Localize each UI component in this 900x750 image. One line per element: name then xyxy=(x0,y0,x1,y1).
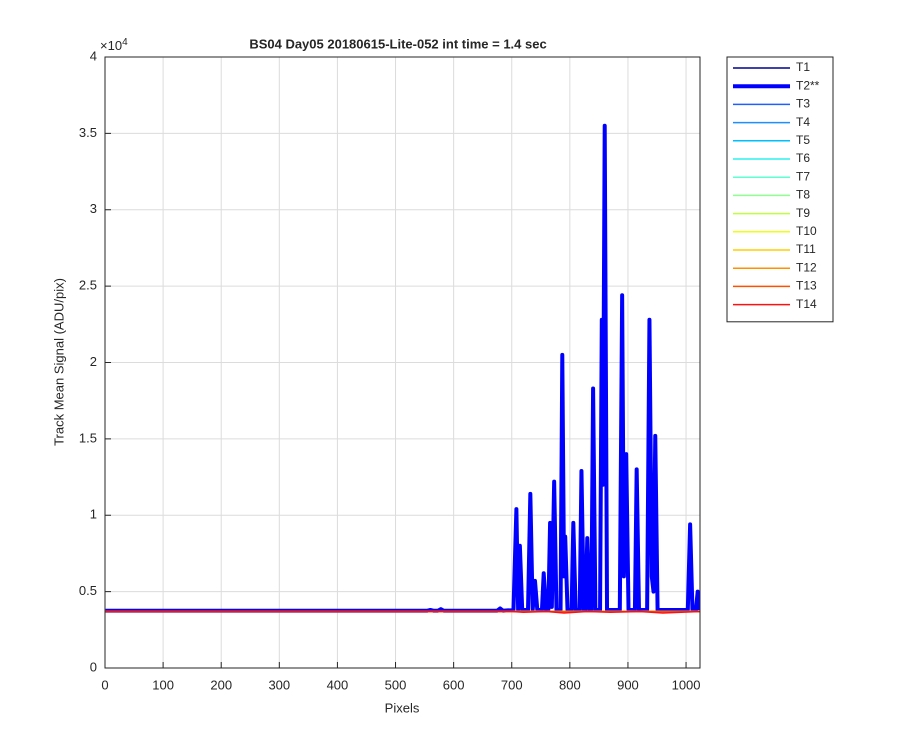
x-tick-label: 500 xyxy=(385,677,407,692)
x-tick-label: 0 xyxy=(101,677,108,692)
y-tick-label: 1 xyxy=(90,507,97,522)
y-tick-label: 2 xyxy=(90,354,97,369)
y-tick-label: 1.5 xyxy=(79,430,97,445)
x-tick-label: 400 xyxy=(327,677,349,692)
y-tick-label: 0 xyxy=(90,659,97,674)
legend-label: T13 xyxy=(796,279,817,293)
legend-box xyxy=(726,56,834,323)
x-tick-label: 800 xyxy=(559,677,581,692)
y-tick-label: 3 xyxy=(90,201,97,216)
y-tick-label: 2.5 xyxy=(79,278,97,293)
legend-label: T10 xyxy=(796,224,817,238)
legend-label: T6 xyxy=(796,151,810,165)
y-tick-label: 0.5 xyxy=(79,583,97,598)
legend-label: T11 xyxy=(796,242,816,256)
legend-label: T2** xyxy=(796,78,820,92)
y-tick-label: 3.5 xyxy=(79,125,97,140)
x-axis-label: Pixels xyxy=(385,700,420,715)
legend-label: T12 xyxy=(796,260,817,274)
series-line xyxy=(105,610,700,614)
x-tick-label: 1000 xyxy=(672,677,701,692)
legend-label: T8 xyxy=(796,188,810,202)
legend-label: T5 xyxy=(796,133,810,147)
y-multiplier-base: ×10 xyxy=(100,38,122,53)
y-multiplier: ×104 xyxy=(100,37,128,54)
legend-label: T7 xyxy=(796,169,810,183)
x-tick-label: 700 xyxy=(501,677,523,692)
x-tick-label: 300 xyxy=(268,677,290,692)
x-tick-label: 200 xyxy=(210,677,232,692)
legend-label: T1 xyxy=(796,60,810,74)
legend-label: T9 xyxy=(796,206,810,220)
legend-label: T14 xyxy=(796,297,817,311)
plot-lines xyxy=(105,123,700,614)
x-tick-label: 100 xyxy=(152,677,174,692)
legend-label: T3 xyxy=(796,97,810,111)
y-multiplier-exponent: 4 xyxy=(122,37,128,48)
series-line xyxy=(105,123,700,613)
x-tick-label: 900 xyxy=(617,677,639,692)
axes-box xyxy=(104,56,701,669)
legend-label: T4 xyxy=(796,115,810,129)
y-tick-label: 4 xyxy=(90,48,97,63)
chart-title: BS04 Day05 20180615-Lite-052 int time = … xyxy=(249,36,546,51)
x-tick-label: 600 xyxy=(443,677,465,692)
y-axis-label: Track Mean Signal (ADU/pix) xyxy=(51,278,66,446)
